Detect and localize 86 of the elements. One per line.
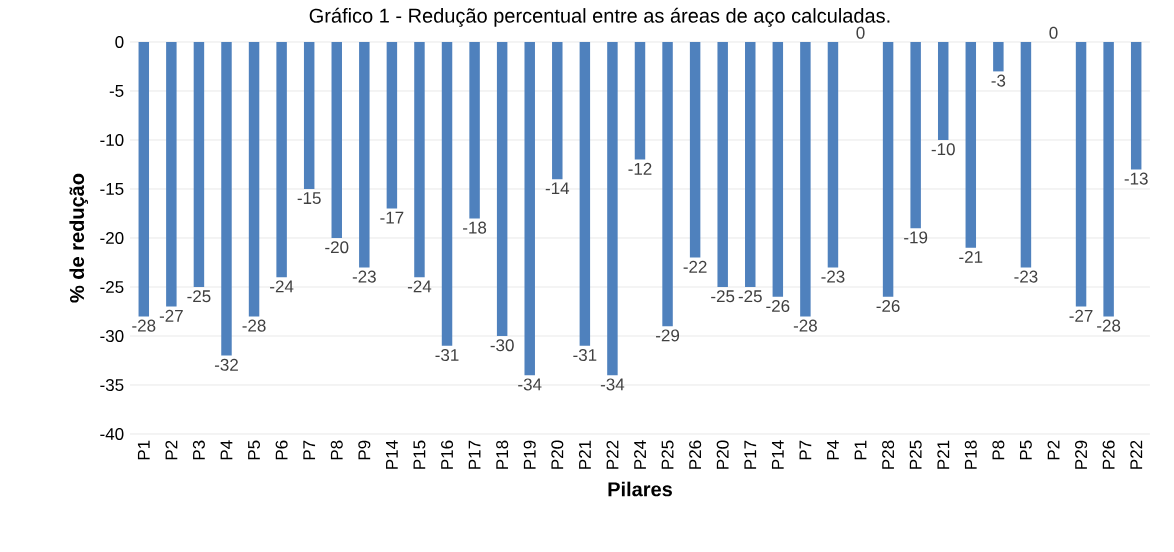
x-tick-label: P21 [578, 440, 591, 469]
chart-title: Gráfico 1 - Redução percentual entre as áreas de aço calculadas. [309, 7, 890, 27]
x-tick-label: P4 [827, 440, 839, 460]
data-label: -23 [352, 270, 376, 283]
data-label: 0 [1049, 26, 1058, 39]
x-tick-label: P25 [661, 440, 674, 469]
x-tick-label: P1 [854, 440, 867, 460]
data-label: -22 [683, 260, 707, 273]
data-label: -34 [600, 378, 625, 391]
y-tick-label: -10 [100, 133, 124, 147]
x-tick-label: P28 [882, 440, 895, 469]
data-label: -28 [242, 319, 266, 332]
x-tick-label: P26 [689, 440, 702, 469]
y-tick-label: -15 [100, 183, 124, 195]
data-label: -24 [407, 280, 432, 293]
y-tick-label: -25 [100, 280, 124, 294]
x-tick-label: P5 [1019, 440, 1032, 460]
x-tick-label: P5 [248, 440, 260, 460]
data-label: -31 [573, 349, 597, 362]
x-tick-label: P22 [606, 440, 619, 469]
x-tick-label: P17 [468, 440, 481, 469]
x-tick-label: P19 [523, 440, 536, 469]
data-label: -19 [904, 231, 928, 244]
y-tick-label: -35 [100, 378, 124, 392]
x-tick-label: P2 [165, 440, 178, 460]
data-label: -28 [132, 319, 156, 332]
x-tick-label: P18 [496, 440, 509, 469]
data-label: -23 [821, 270, 845, 283]
x-tick-label: P18 [964, 440, 977, 469]
y-axis-title: % de redução [69, 173, 89, 303]
data-label: -14 [545, 182, 570, 195]
x-tick-label: P14 [771, 440, 784, 469]
data-label: -28 [1097, 319, 1121, 332]
y-tick-label: -5 [109, 85, 124, 97]
data-label: -27 [1069, 309, 1093, 322]
data-label: 0 [856, 26, 865, 39]
data-label: -12 [628, 162, 652, 175]
x-tick-label: P24 [634, 440, 646, 469]
x-tick-label: P25 [909, 440, 922, 469]
x-tick-label: P3 [192, 440, 205, 460]
x-tick-label: P7 [799, 440, 812, 460]
data-label: -25 [711, 290, 735, 303]
x-tick-label: P20 [716, 440, 729, 469]
x-tick-label: P1 [137, 440, 150, 460]
data-label: -29 [656, 329, 680, 342]
data-label: -25 [738, 290, 762, 303]
x-tick-label: P9 [358, 440, 371, 460]
data-label: -13 [1124, 172, 1148, 185]
x-tick-label: P2 [1047, 440, 1060, 460]
x-tick-label: P15 [413, 440, 426, 469]
data-label: -26 [766, 300, 790, 313]
x-tick-label: P22 [1130, 440, 1143, 469]
x-tick-label: P16 [441, 440, 454, 469]
data-label: -18 [463, 221, 487, 234]
data-label: -20 [325, 241, 349, 254]
data-label: -23 [1014, 270, 1038, 283]
data-label: -31 [435, 349, 459, 362]
x-tick-label: P21 [937, 440, 950, 469]
data-label: -10 [931, 143, 955, 156]
data-label: -24 [270, 280, 294, 293]
data-label: -34 [518, 378, 542, 391]
data-label: -3 [991, 74, 1006, 87]
y-tick-label: -30 [100, 329, 124, 343]
x-tick-label: P8 [330, 440, 343, 460]
x-tick-label: P14 [386, 440, 398, 469]
x-tick-label: P8 [992, 440, 1005, 460]
data-label: -25 [187, 290, 211, 303]
data-label: -32 [214, 358, 238, 371]
x-tick-label: P4 [220, 440, 233, 460]
data-label: -15 [297, 192, 321, 205]
x-axis-title: Pilares [608, 481, 672, 497]
y-tick-label: 0 [115, 35, 124, 49]
y-tick-label: -20 [100, 231, 124, 245]
y-tick-label: -40 [100, 427, 124, 441]
x-tick-label: P20 [551, 440, 564, 469]
x-tick-label: P7 [303, 440, 316, 460]
x-tick-label: P6 [275, 440, 288, 460]
data-label: -17 [380, 211, 404, 224]
x-tick-label: P17 [744, 440, 757, 469]
x-tick-label: P26 [1102, 440, 1115, 469]
data-label: -21 [959, 251, 983, 263]
data-label: -26 [876, 300, 900, 313]
data-label: -28 [793, 319, 817, 332]
data-label: -27 [159, 309, 183, 322]
x-tick-label: P29 [1075, 440, 1088, 469]
data-label: -30 [490, 339, 514, 352]
